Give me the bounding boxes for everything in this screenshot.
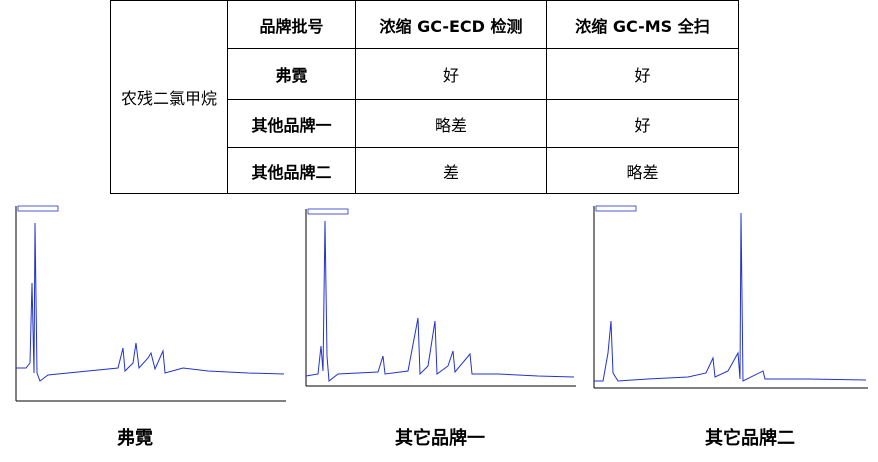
chromatogram [15, 205, 286, 402]
chromatogram [593, 205, 868, 389]
trace [305, 220, 575, 382]
cell: 差 [355, 147, 547, 194]
cell: 略差 [355, 99, 547, 148]
cell: 好 [546, 48, 739, 100]
trace [16, 222, 285, 382]
brand-cell: 其他品牌一 [227, 99, 356, 148]
caption: 其它品牌一 [395, 428, 485, 449]
caption: 其它品牌二 [705, 428, 795, 449]
row-label: 农残二氯甲烷 [110, 0, 228, 194]
cell: 略差 [546, 147, 739, 194]
result-table: 农残二氯甲烷 品牌批号 浓缩 GC-ECD 检测 浓缩 GC-MS 全扫 弗霓好… [110, 0, 739, 194]
cell: 好 [546, 99, 739, 148]
caption: 弗霓 [117, 428, 153, 449]
legend-box [17, 205, 59, 212]
trace [594, 212, 867, 382]
header-cell: 浓缩 GC-ECD 检测 [355, 0, 547, 49]
header-cell: 浓缩 GC-MS 全扫 [546, 0, 739, 49]
chromatogram [305, 208, 576, 387]
header-cell: 品牌批号 [227, 0, 356, 49]
brand-cell: 其他品牌二 [227, 147, 356, 194]
legend-box [307, 208, 349, 215]
cell: 好 [355, 48, 547, 100]
legend-box [595, 205, 637, 212]
brand-cell: 弗霓 [227, 48, 356, 100]
